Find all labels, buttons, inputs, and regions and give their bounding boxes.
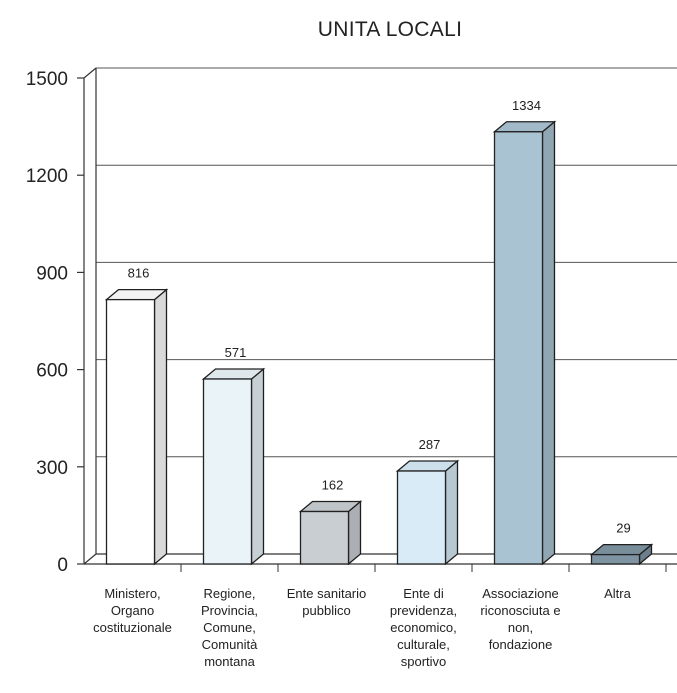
x-tick-label: Provincia,	[201, 603, 258, 618]
data-label: 287	[419, 437, 441, 452]
x-tick-label: montana	[204, 654, 255, 669]
data-label: 29	[616, 521, 630, 536]
bar	[105, 298, 156, 565]
x-tick-label: culturale,	[397, 637, 450, 652]
bar	[299, 510, 350, 565]
y-tick-label: 900	[36, 263, 68, 284]
x-tick-label: Associazione	[482, 586, 559, 601]
x-tick-label: pubblico	[302, 603, 350, 618]
x-tick-label: Regione,	[203, 586, 255, 601]
y-tick-label: 1200	[26, 166, 68, 187]
x-tick-label: non,	[508, 620, 533, 635]
x-tick-label: fondazione	[489, 637, 553, 652]
y-tick-label: 0	[57, 555, 68, 576]
bar	[396, 470, 447, 565]
x-tick-label: costituzionale	[93, 620, 172, 635]
bar-side	[250, 367, 265, 566]
x-tick-label: Comune,	[203, 620, 256, 635]
bar-side	[153, 288, 168, 566]
x-tick-label: Ente sanitario	[287, 586, 367, 601]
data-label: 162	[322, 478, 344, 493]
x-tick-label: Altra	[604, 586, 632, 601]
axis-depth-bottom	[83, 553, 97, 565]
axis-depth-top	[83, 67, 97, 79]
bar	[493, 131, 544, 565]
x-tick-label: Comunità	[202, 637, 258, 652]
x-tick-label: Ente di	[403, 586, 444, 601]
x-tick-label: Organo	[111, 603, 154, 618]
chart-title: UNITA LOCALI	[317, 18, 463, 41]
x-tick-label: previdenza,	[390, 603, 457, 618]
y-tick-label: 300	[36, 458, 68, 479]
bar-side	[347, 500, 362, 566]
x-tick-label: economico,	[390, 620, 456, 635]
x-tick-label: sportivo	[401, 654, 447, 669]
x-tick-label: riconosciuta e	[480, 603, 560, 618]
y-tick-label: 600	[36, 361, 68, 382]
data-label: 571	[225, 345, 247, 360]
x-tick-label: Ministero,	[104, 586, 160, 601]
bar-side	[541, 120, 556, 566]
bar-side	[444, 459, 459, 566]
data-label: 816	[128, 266, 150, 281]
bar	[202, 378, 253, 565]
data-label: 1334	[512, 98, 541, 113]
bar	[590, 553, 641, 565]
y-tick-label: 1500	[26, 69, 68, 90]
